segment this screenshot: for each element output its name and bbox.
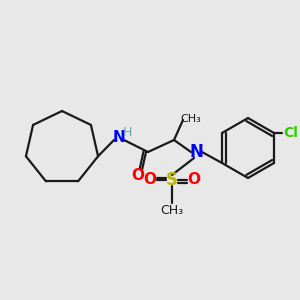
Text: N: N	[189, 143, 203, 161]
Text: Cl: Cl	[284, 126, 298, 140]
Text: CH₃: CH₃	[181, 114, 201, 124]
Text: O: O	[188, 172, 200, 188]
Text: O: O	[131, 167, 145, 182]
Text: S: S	[166, 171, 178, 189]
Text: N: N	[112, 130, 125, 146]
Text: H: H	[122, 125, 132, 139]
Text: O: O	[143, 172, 157, 188]
Text: CH₃: CH₃	[160, 203, 184, 217]
